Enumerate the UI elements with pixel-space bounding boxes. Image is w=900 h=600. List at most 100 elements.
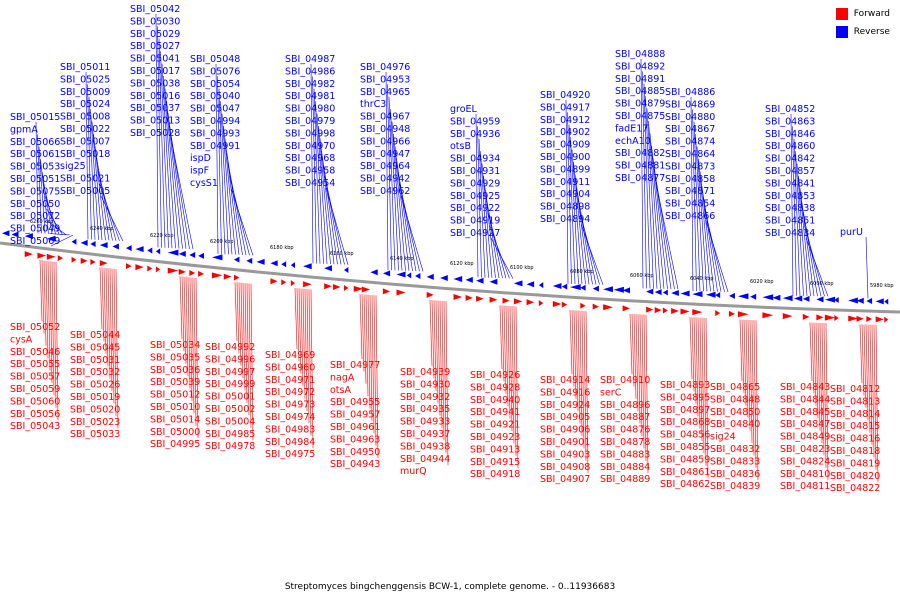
forward-leader-line (187, 277, 191, 389)
reverse-gene-arrow (671, 289, 679, 296)
scale-label: 5980 kbp (870, 283, 894, 289)
forward-gene-label: SBI_04918 (470, 469, 520, 480)
forward-gene-label: SBI_04973 (265, 400, 315, 411)
reverse-gene-arrow (856, 297, 864, 304)
forward-gene-arrow (856, 315, 864, 322)
forward-gene-arrow (396, 289, 406, 296)
forward-leader-line (234, 282, 238, 342)
forward-gene-arrow (80, 257, 88, 264)
reverse-gene-label: SBI_04879 (615, 99, 665, 110)
reverse-gene-label: SBI_04860 (765, 141, 815, 152)
reverse-gene-label: SBI_04894 (540, 214, 590, 225)
forward-leader-line (238, 282, 242, 366)
reverse-gene-label: gpmA (10, 124, 38, 135)
reverse-gene-label: SBI_05029 (130, 29, 180, 40)
reverse-gene-label: SBI_04959 (450, 116, 500, 127)
reverse-leader-line (705, 220, 729, 292)
reverse-leader-line (580, 223, 604, 285)
reverse-leader-line (88, 96, 96, 240)
reverse-gene-arrow (592, 285, 599, 292)
forward-gene-label: SBI_04883 (600, 449, 650, 460)
reverse-gene-label: SBI_05025 (60, 74, 110, 85)
forward-gene-label: SBI_04814 (830, 409, 880, 420)
reverse-gene-arrow (866, 298, 873, 305)
forward-leader-line (639, 314, 643, 437)
reverse-leader-line (640, 58, 644, 289)
forward-gene-label: SBI_04975 (265, 449, 315, 460)
scale-label: 6060 kbp (630, 273, 654, 279)
forward-leader-line (435, 300, 439, 404)
forward-gene-label: SBI_04836 (710, 469, 760, 480)
forward-gene-arrow (646, 306, 654, 313)
forward-leader-line (571, 310, 575, 387)
reverse-leader-line (477, 126, 482, 278)
forward-gene-arrow (167, 267, 179, 274)
forward-gene-label: SBI_04901 (540, 437, 590, 448)
forward-gene-label: SBI_04971 (265, 375, 315, 386)
forward-leader-line (871, 324, 875, 458)
reverse-gene-arrow (46, 235, 56, 242)
reverse-gene-label: SBI_05042 (130, 4, 180, 15)
forward-gene-label: SBI_05043 (10, 421, 60, 432)
forward-leader-line (107, 268, 111, 379)
forward-gene-arrow (211, 272, 223, 279)
forward-gene-label: SBI_05032 (70, 367, 120, 378)
reverse-gene-arrow (603, 286, 613, 293)
forward-leader-line (865, 324, 869, 421)
reverse-leader-line (571, 149, 583, 285)
reverse-leader-line (693, 121, 701, 292)
forward-gene-label: SBI_04897 (660, 405, 710, 416)
reverse-leader-line (227, 163, 247, 256)
forward-leader-line (511, 306, 515, 444)
forward-gene-label: SBI_05031 (70, 355, 120, 366)
forward-gene-arrow (155, 266, 161, 273)
reverse-gene-label: SBI_04854 (665, 199, 715, 210)
forward-leader-line (361, 294, 365, 372)
forward-leader-line (248, 283, 252, 428)
forward-leader-line (308, 289, 312, 436)
forward-gene-label: SBI_05002 (205, 404, 255, 415)
forward-leader-line (41, 260, 45, 334)
reverse-gene-label: SBI_04877 (615, 173, 665, 184)
reverse-gene-label: SBI_05022 (60, 124, 110, 135)
reverse-gene-label: echA10 (615, 136, 651, 147)
reverse-gene-arrow (662, 289, 668, 296)
forward-leader-line (503, 305, 507, 394)
reverse-gene-label: SBI_04867 (665, 124, 715, 135)
reverse-gene-label: SBI_05038 (130, 78, 180, 89)
forward-leader-line (373, 295, 377, 446)
forward-gene-arrow (622, 305, 631, 312)
forward-leader-line (99, 267, 103, 330)
reverse-gene-arrow (580, 284, 586, 291)
forward-leader-line (499, 305, 503, 370)
scale-label: 6120 kbp (450, 261, 474, 267)
forward-leader-line (821, 322, 825, 456)
forward-gene-label: SBI_04832 (710, 444, 760, 455)
forward-gene-label: SBI_04910 (600, 375, 650, 386)
legend-item-forward: Forward (835, 8, 890, 20)
reverse-leader-line (316, 113, 328, 264)
reverse-leader-line (99, 183, 120, 242)
forward-gene-arrow (24, 251, 33, 258)
forward-leader-line (429, 299, 433, 367)
reverse-gene-label: SBI_04834 (765, 228, 815, 239)
reverse-leader-line (570, 137, 579, 285)
reverse-leader-line (324, 175, 345, 265)
reverse-gene-label: SBI_04931 (450, 166, 500, 177)
reverse-gene-arrow (513, 280, 523, 287)
forward-gene-arrow (90, 258, 96, 265)
forward-leader-line (49, 261, 53, 384)
reverse-leader-line (573, 161, 586, 285)
forward-gene-label: SBI_04992 (205, 342, 255, 353)
forward-gene-label: SBI_04847 (780, 419, 830, 430)
scale-label: 6200 kbp (210, 239, 234, 245)
forward-gene-label: SBI_04995 (150, 439, 200, 450)
forward-gene-arrow (290, 280, 296, 287)
reverse-gene-label: SBI_04986 (285, 66, 335, 77)
reverse-gene-arrow (99, 242, 108, 249)
forward-leader-line (745, 319, 749, 419)
forward-gene-label: SBI_04816 (830, 434, 880, 445)
reverse-gene-label: SBI_04987 (285, 54, 335, 65)
forward-gene-arrow (476, 295, 484, 302)
reverse-gene-label: groEL (450, 104, 478, 115)
